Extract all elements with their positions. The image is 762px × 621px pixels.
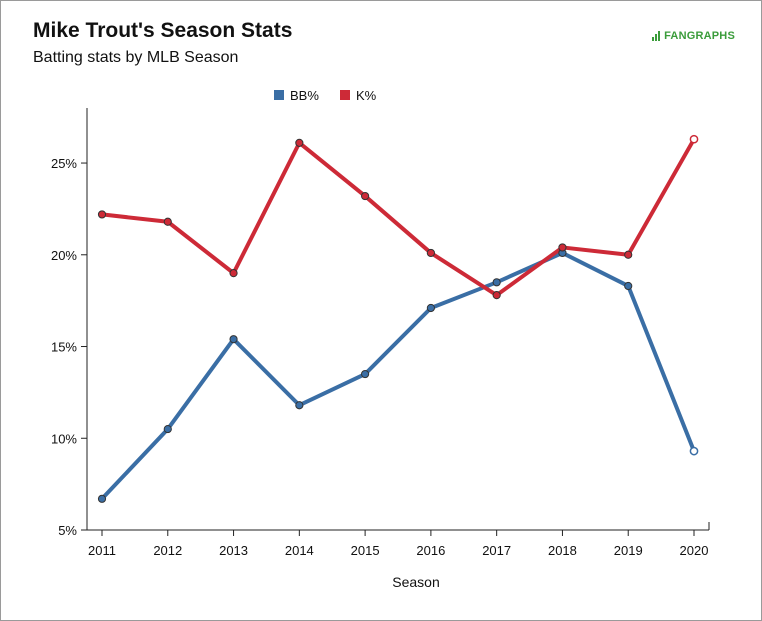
x-tick-label: 2011 — [88, 543, 116, 558]
legend-swatch — [340, 90, 350, 100]
data-point[interactable] — [97, 494, 107, 503]
series-line-bb-pct — [100, 250, 696, 501]
x-tick-label: 2017 — [482, 543, 511, 558]
data-point[interactable] — [689, 446, 699, 456]
x-tick-label: 2015 — [351, 543, 380, 558]
x-tick-label: 2013 — [219, 543, 248, 558]
data-point[interactable] — [97, 210, 107, 219]
y-tick-label: 5% — [58, 523, 77, 538]
data-point[interactable] — [426, 248, 435, 258]
x-tick-label: 2012 — [153, 543, 182, 558]
data-point[interactable] — [689, 134, 699, 144]
x-tick-label: 2019 — [614, 543, 643, 558]
legend-swatch — [274, 90, 284, 100]
x-axis-title: Season — [392, 574, 439, 590]
legend: BB% K% — [274, 88, 377, 103]
x-tick-label: 2014 — [285, 543, 314, 558]
data-point[interactable] — [361, 191, 370, 201]
legend-label[interactable]: BB% — [290, 88, 319, 103]
fangraphs-logo-icon — [652, 31, 661, 41]
data-point[interactable] — [624, 281, 633, 291]
data-point[interactable] — [295, 401, 304, 410]
data-point[interactable] — [229, 335, 238, 344]
y-tick-label: 25% — [51, 156, 77, 171]
x-tick-label: 2018 — [548, 543, 577, 558]
data-point[interactable] — [492, 278, 501, 287]
data-point[interactable] — [163, 424, 172, 434]
y-tick-label: 15% — [51, 340, 77, 355]
x-tick-label: 2020 — [680, 543, 709, 558]
data-point[interactable] — [361, 369, 370, 379]
legend-label[interactable]: K% — [356, 88, 377, 103]
data-point[interactable] — [295, 138, 304, 147]
series-points — [97, 134, 699, 503]
y-tick-label: 10% — [51, 431, 77, 446]
x-tick-label: 2016 — [416, 543, 445, 558]
chart-title: Mike Trout's Season Stats — [33, 19, 293, 42]
data-point[interactable] — [492, 291, 501, 300]
data-point[interactable] — [229, 269, 238, 278]
series-line-k-pct — [100, 137, 696, 298]
fangraphs-logo-text: FANGRAPHS — [664, 30, 735, 42]
data-point[interactable] — [163, 217, 172, 226]
y-tick-label: 20% — [51, 248, 77, 263]
x-ticks: 2011 2012 2013 2014 2015 2016 2017 2018 2019 2020 — [88, 530, 708, 558]
chart-subtitle: Batting stats by MLB Season — [33, 49, 239, 66]
fangraphs-logo[interactable]: FANGRAPHS — [652, 30, 735, 42]
data-point[interactable] — [558, 243, 567, 252]
axes — [86, 108, 710, 531]
data-point[interactable] — [624, 250, 633, 259]
y-ticks: 5% 10% 15% 20% 25% — [51, 156, 87, 538]
data-point[interactable] — [426, 303, 435, 313]
series-lines — [100, 137, 696, 501]
